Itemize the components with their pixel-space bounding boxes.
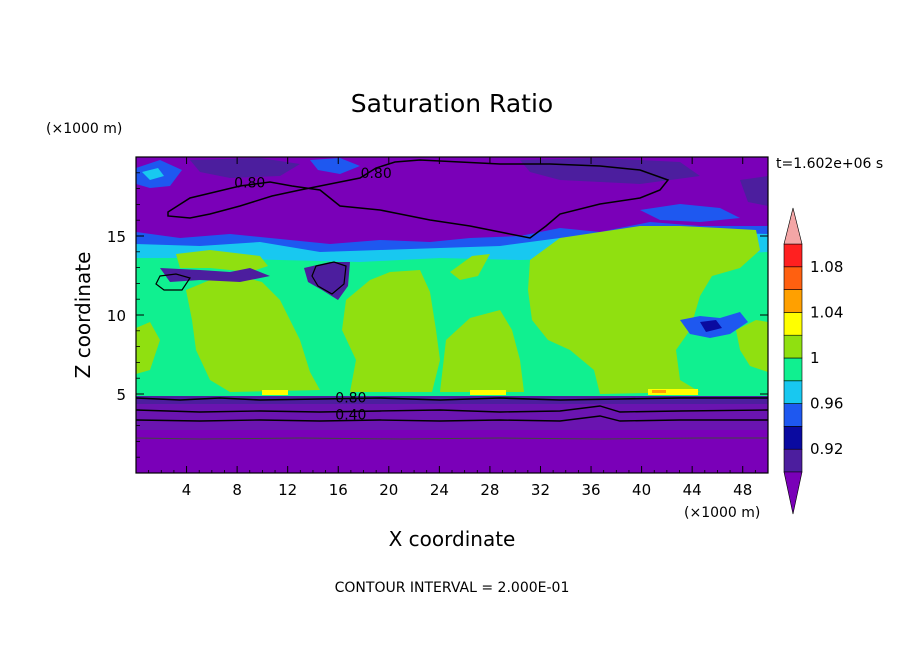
- contour-labels: 0.80 0.80 0.80 0.40: [234, 166, 392, 424]
- supersaturated-spot: [648, 389, 698, 395]
- upper-moist-patch: [310, 158, 360, 174]
- subsaturated-patch: [160, 268, 270, 282]
- colorbar-label: 0.92: [810, 440, 843, 458]
- x-tick-label: 20: [379, 481, 398, 499]
- contour-line-080-lower: [136, 397, 768, 401]
- contour-label: 0.80: [234, 175, 265, 191]
- contour-line-040: [136, 415, 768, 422]
- contour-line-080-cloud: [155, 273, 191, 291]
- x-tick-label: 36: [581, 481, 600, 499]
- x-axis-label: X coordinate: [389, 527, 516, 551]
- contour-interval-note: CONTOUR INTERVAL = 2.000E-01: [335, 580, 570, 596]
- x-tick-label: 40: [632, 481, 651, 499]
- y-tick-label: 15: [107, 228, 126, 246]
- lower-layer-band: [136, 430, 768, 473]
- y-axis: 5 10 15: [107, 172, 768, 458]
- x-tick-label: 12: [278, 481, 297, 499]
- y-axis-unit: (×1000 m): [46, 121, 122, 137]
- subsaturated-patch: [304, 262, 350, 300]
- saturated-region: [440, 310, 524, 392]
- x-tick-label: 24: [430, 481, 449, 499]
- time-label: t=1.602e+06 s: [776, 156, 883, 172]
- x-axis-unit: (×1000 m): [684, 505, 760, 521]
- upper-moist-patch: [640, 204, 740, 222]
- colorbar-under-arrow: [783, 471, 803, 515]
- colorbar-swatch: [783, 380, 803, 404]
- colorbar-swatch: [783, 448, 803, 473]
- saturated-region: [186, 276, 320, 392]
- saturated-region: [176, 250, 268, 272]
- saturated-region: [450, 254, 490, 280]
- contour-line-080-cloud: [311, 261, 347, 295]
- colorbar-label: 1.04: [810, 303, 843, 321]
- colorbar-swatch: [783, 266, 803, 290]
- colorbar: 0.92 0.96 1 1.04 1.08: [783, 207, 843, 515]
- colorbar-swatch: [783, 312, 803, 336]
- contour-line-020: [136, 437, 768, 440]
- x-tick-label: 28: [480, 481, 499, 499]
- colorbar-swatch: [783, 243, 803, 268]
- upper-moist-patch: [142, 168, 164, 180]
- supersaturated-spot: [262, 390, 288, 395]
- x-tick-label: 48: [733, 481, 752, 499]
- x-axis: 4 8 12 16 20 24 28 32 36 40 44 48: [148, 157, 756, 499]
- colorbar-swatch: [783, 289, 803, 313]
- contour-label: 0.40: [335, 408, 366, 424]
- saturated-region: [136, 322, 160, 374]
- plot-area: [136, 157, 768, 473]
- colorbar-over-arrow: [783, 207, 803, 245]
- upper-moist-patch: [740, 176, 768, 206]
- colorbar-swatch: [783, 426, 803, 450]
- contour-label: 0.80: [335, 390, 366, 406]
- y-axis-label: Z coordinate: [71, 252, 95, 379]
- colorbar-label: 1: [810, 349, 820, 367]
- x-tick-label: 4: [182, 481, 192, 499]
- saturated-region: [342, 270, 440, 392]
- colorbar-label: 1.08: [810, 258, 843, 276]
- x-tick-label: 8: [232, 481, 242, 499]
- contour-label: 0.80: [361, 166, 392, 182]
- colorbar-swatch: [783, 357, 803, 382]
- saturated-region: [736, 320, 768, 372]
- colorbar-swatch: [783, 403, 803, 427]
- y-tick-label: 5: [116, 386, 126, 404]
- upper-moist-patch: [190, 158, 300, 178]
- chart-title: Saturation Ratio: [351, 89, 553, 118]
- supersaturated-spot: [470, 390, 506, 395]
- colorbar-label: 0.96: [810, 395, 843, 413]
- supersaturated-spot: [652, 390, 666, 393]
- x-tick-label: 44: [683, 481, 702, 499]
- contour-line-060: [136, 405, 768, 413]
- saturated-region: [528, 226, 760, 394]
- x-tick-label: 16: [329, 481, 348, 499]
- x-tick-label: 32: [531, 481, 550, 499]
- subsaturated-patch: [700, 320, 722, 332]
- contour-line-080-upper: [167, 159, 670, 239]
- y-tick-label: 10: [107, 307, 126, 325]
- colorbar-swatch: [783, 334, 803, 359]
